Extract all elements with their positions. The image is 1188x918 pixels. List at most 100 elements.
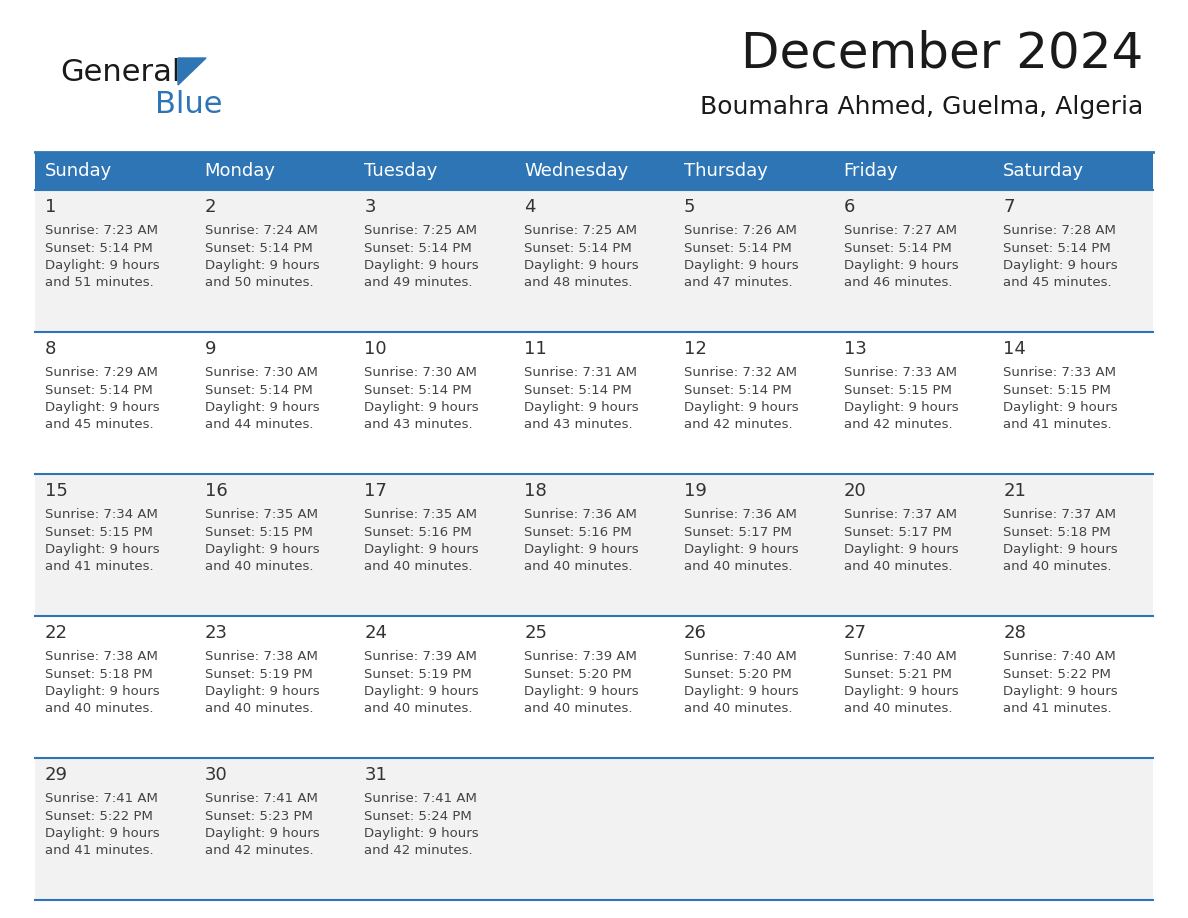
Text: Sunrise: 7:41 AM: Sunrise: 7:41 AM bbox=[45, 792, 158, 805]
Text: Daylight: 9 hours: Daylight: 9 hours bbox=[365, 401, 479, 414]
Text: Sunset: 5:14 PM: Sunset: 5:14 PM bbox=[204, 241, 312, 254]
Text: Daylight: 9 hours: Daylight: 9 hours bbox=[45, 401, 159, 414]
Text: Daylight: 9 hours: Daylight: 9 hours bbox=[204, 543, 320, 556]
Text: Sunset: 5:22 PM: Sunset: 5:22 PM bbox=[45, 810, 153, 823]
Text: Sunrise: 7:25 AM: Sunrise: 7:25 AM bbox=[524, 224, 637, 237]
Bar bbox=[34, 152, 1154, 190]
Text: 30: 30 bbox=[204, 766, 227, 784]
Text: Daylight: 9 hours: Daylight: 9 hours bbox=[1004, 685, 1118, 698]
Text: 10: 10 bbox=[365, 340, 387, 358]
Text: Sunrise: 7:39 AM: Sunrise: 7:39 AM bbox=[524, 650, 637, 663]
Text: Daylight: 9 hours: Daylight: 9 hours bbox=[45, 259, 159, 272]
Text: and 50 minutes.: and 50 minutes. bbox=[204, 276, 314, 289]
Text: Sunrise: 7:28 AM: Sunrise: 7:28 AM bbox=[1004, 224, 1117, 237]
Text: and 40 minutes.: and 40 minutes. bbox=[684, 561, 792, 574]
Text: and 41 minutes.: and 41 minutes. bbox=[45, 561, 153, 574]
Text: Sunset: 5:15 PM: Sunset: 5:15 PM bbox=[204, 525, 312, 539]
Text: Sunset: 5:21 PM: Sunset: 5:21 PM bbox=[843, 667, 952, 680]
Text: 31: 31 bbox=[365, 766, 387, 784]
Text: 3: 3 bbox=[365, 198, 375, 216]
Text: 29: 29 bbox=[45, 766, 68, 784]
Text: and 42 minutes.: and 42 minutes. bbox=[204, 845, 314, 857]
Text: Daylight: 9 hours: Daylight: 9 hours bbox=[843, 401, 959, 414]
Text: Daylight: 9 hours: Daylight: 9 hours bbox=[365, 685, 479, 698]
Text: and 40 minutes.: and 40 minutes. bbox=[45, 702, 153, 715]
Text: Sunrise: 7:30 AM: Sunrise: 7:30 AM bbox=[365, 366, 478, 379]
Text: Daylight: 9 hours: Daylight: 9 hours bbox=[843, 685, 959, 698]
Text: and 43 minutes.: and 43 minutes. bbox=[365, 419, 473, 431]
Text: Sunset: 5:14 PM: Sunset: 5:14 PM bbox=[45, 384, 153, 397]
Text: Sunset: 5:14 PM: Sunset: 5:14 PM bbox=[1004, 241, 1111, 254]
Text: Sunrise: 7:24 AM: Sunrise: 7:24 AM bbox=[204, 224, 317, 237]
Text: and 44 minutes.: and 44 minutes. bbox=[204, 419, 314, 431]
Text: Sunset: 5:16 PM: Sunset: 5:16 PM bbox=[365, 525, 472, 539]
Text: Sunrise: 7:32 AM: Sunrise: 7:32 AM bbox=[684, 366, 797, 379]
Text: Tuesday: Tuesday bbox=[365, 162, 438, 180]
Text: and 48 minutes.: and 48 minutes. bbox=[524, 276, 633, 289]
Text: 14: 14 bbox=[1004, 340, 1026, 358]
Text: Daylight: 9 hours: Daylight: 9 hours bbox=[45, 827, 159, 840]
Text: and 40 minutes.: and 40 minutes. bbox=[365, 702, 473, 715]
Text: Sunset: 5:14 PM: Sunset: 5:14 PM bbox=[684, 384, 791, 397]
Text: Sunday: Sunday bbox=[45, 162, 112, 180]
Text: Daylight: 9 hours: Daylight: 9 hours bbox=[684, 401, 798, 414]
Text: and 40 minutes.: and 40 minutes. bbox=[843, 561, 952, 574]
Text: Sunset: 5:14 PM: Sunset: 5:14 PM bbox=[524, 241, 632, 254]
Text: Sunrise: 7:34 AM: Sunrise: 7:34 AM bbox=[45, 508, 158, 521]
Text: and 41 minutes.: and 41 minutes. bbox=[45, 845, 153, 857]
Text: Sunrise: 7:33 AM: Sunrise: 7:33 AM bbox=[1004, 366, 1117, 379]
Text: Sunrise: 7:37 AM: Sunrise: 7:37 AM bbox=[843, 508, 956, 521]
Text: 19: 19 bbox=[684, 482, 707, 500]
Text: Sunrise: 7:27 AM: Sunrise: 7:27 AM bbox=[843, 224, 956, 237]
Text: 28: 28 bbox=[1004, 624, 1026, 642]
Text: Daylight: 9 hours: Daylight: 9 hours bbox=[524, 685, 639, 698]
Text: 17: 17 bbox=[365, 482, 387, 500]
Text: Sunset: 5:14 PM: Sunset: 5:14 PM bbox=[204, 384, 312, 397]
Text: Sunset: 5:14 PM: Sunset: 5:14 PM bbox=[365, 384, 472, 397]
Text: and 40 minutes.: and 40 minutes. bbox=[204, 702, 314, 715]
Text: Sunset: 5:17 PM: Sunset: 5:17 PM bbox=[684, 525, 791, 539]
Text: Daylight: 9 hours: Daylight: 9 hours bbox=[204, 259, 320, 272]
Text: 20: 20 bbox=[843, 482, 866, 500]
Text: Sunrise: 7:38 AM: Sunrise: 7:38 AM bbox=[45, 650, 158, 663]
Text: and 40 minutes.: and 40 minutes. bbox=[524, 702, 633, 715]
Polygon shape bbox=[178, 58, 206, 85]
Text: Sunset: 5:23 PM: Sunset: 5:23 PM bbox=[204, 810, 312, 823]
Text: Sunset: 5:14 PM: Sunset: 5:14 PM bbox=[45, 241, 153, 254]
Text: Sunrise: 7:30 AM: Sunrise: 7:30 AM bbox=[204, 366, 317, 379]
Text: Daylight: 9 hours: Daylight: 9 hours bbox=[1004, 259, 1118, 272]
Text: Sunset: 5:20 PM: Sunset: 5:20 PM bbox=[684, 667, 791, 680]
Text: 1: 1 bbox=[45, 198, 56, 216]
Text: and 41 minutes.: and 41 minutes. bbox=[1004, 419, 1112, 431]
Text: 12: 12 bbox=[684, 340, 707, 358]
Text: Sunset: 5:14 PM: Sunset: 5:14 PM bbox=[365, 241, 472, 254]
Text: Sunrise: 7:25 AM: Sunrise: 7:25 AM bbox=[365, 224, 478, 237]
Text: and 45 minutes.: and 45 minutes. bbox=[1004, 276, 1112, 289]
Text: Daylight: 9 hours: Daylight: 9 hours bbox=[365, 543, 479, 556]
Text: 7: 7 bbox=[1004, 198, 1015, 216]
Text: 15: 15 bbox=[45, 482, 68, 500]
Text: Friday: Friday bbox=[843, 162, 898, 180]
Bar bbox=[34, 616, 1154, 758]
Text: and 42 minutes.: and 42 minutes. bbox=[684, 419, 792, 431]
Text: Sunset: 5:19 PM: Sunset: 5:19 PM bbox=[365, 667, 472, 680]
Text: Sunset: 5:14 PM: Sunset: 5:14 PM bbox=[843, 241, 952, 254]
Text: Daylight: 9 hours: Daylight: 9 hours bbox=[1004, 543, 1118, 556]
Text: Sunrise: 7:35 AM: Sunrise: 7:35 AM bbox=[204, 508, 317, 521]
Text: Sunrise: 7:33 AM: Sunrise: 7:33 AM bbox=[843, 366, 956, 379]
Text: 6: 6 bbox=[843, 198, 855, 216]
Text: and 40 minutes.: and 40 minutes. bbox=[365, 561, 473, 574]
Text: Sunset: 5:18 PM: Sunset: 5:18 PM bbox=[45, 667, 153, 680]
Text: 27: 27 bbox=[843, 624, 866, 642]
Text: Daylight: 9 hours: Daylight: 9 hours bbox=[524, 401, 639, 414]
Text: and 40 minutes.: and 40 minutes. bbox=[843, 702, 952, 715]
Text: Sunset: 5:14 PM: Sunset: 5:14 PM bbox=[524, 384, 632, 397]
Text: and 40 minutes.: and 40 minutes. bbox=[684, 702, 792, 715]
Text: Sunrise: 7:40 AM: Sunrise: 7:40 AM bbox=[1004, 650, 1116, 663]
Text: Sunrise: 7:36 AM: Sunrise: 7:36 AM bbox=[684, 508, 797, 521]
Text: 23: 23 bbox=[204, 624, 228, 642]
Text: and 46 minutes.: and 46 minutes. bbox=[843, 276, 952, 289]
Text: 22: 22 bbox=[45, 624, 68, 642]
Text: 4: 4 bbox=[524, 198, 536, 216]
Text: Sunrise: 7:26 AM: Sunrise: 7:26 AM bbox=[684, 224, 797, 237]
